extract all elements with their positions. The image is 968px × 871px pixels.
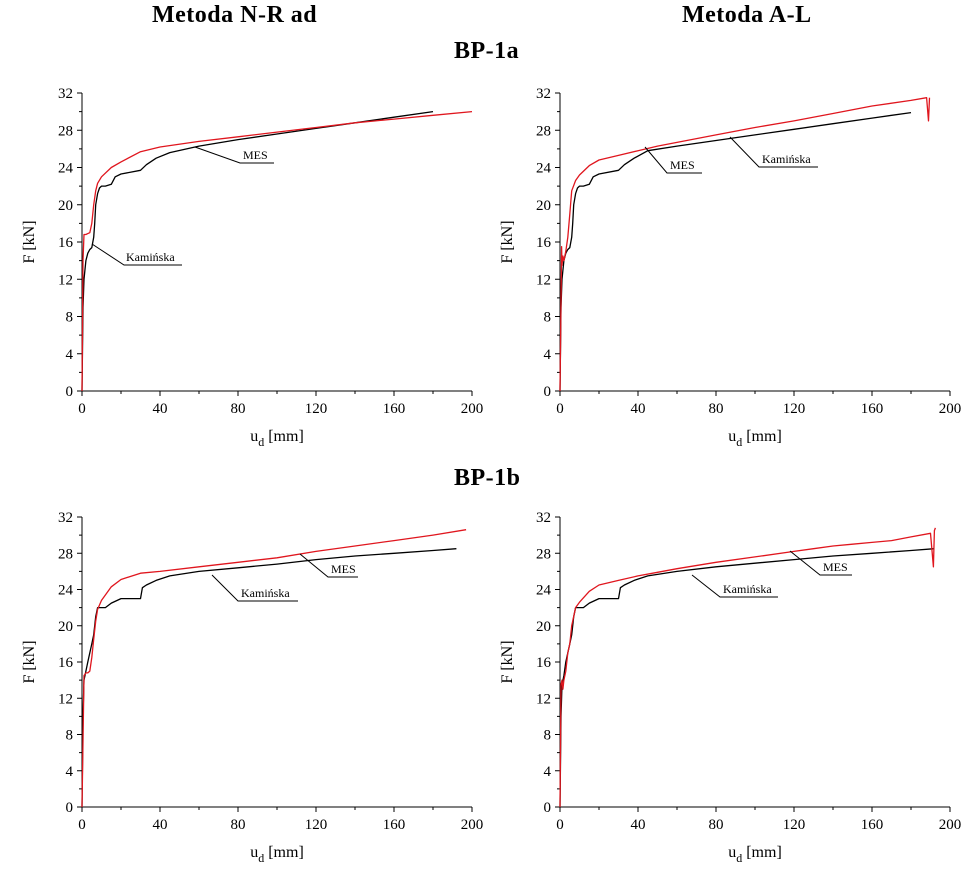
x-tick-label: 120 [305, 401, 328, 417]
y-tick-label: 0 [544, 384, 552, 400]
x-tick-label: 80 [709, 817, 724, 833]
x-axis-title: ud [mm] [728, 428, 782, 449]
y-tick-label: 12 [58, 272, 73, 288]
y-axis-title: F [kN] [21, 220, 38, 263]
annotation-leader [691, 574, 778, 598]
y-tick-label: 8 [66, 728, 74, 744]
x-tick-label: 40 [631, 817, 646, 833]
y-tick-label: 4 [544, 347, 552, 363]
x-tick-label: 200 [461, 401, 484, 417]
y-tick-label: 8 [544, 310, 552, 326]
y-tick-label: 20 [536, 198, 551, 214]
y-tick-label: 16 [536, 655, 552, 671]
series-line-kaminska [81, 548, 457, 808]
x-tick-label: 40 [153, 401, 168, 417]
y-tick-label: 12 [536, 691, 551, 707]
x-tick-label: 120 [305, 817, 328, 833]
y-tick-label: 4 [66, 347, 74, 363]
y-tick-label: 0 [66, 800, 74, 816]
y-tick-label: 28 [536, 546, 551, 562]
x-tick-label: 200 [461, 817, 484, 833]
y-tick-label: 16 [536, 235, 552, 251]
annotation-label: Kamińska [723, 582, 772, 596]
annotation-leader [91, 243, 182, 266]
y-tick-label: 28 [58, 123, 73, 139]
annotation-label: MES [331, 562, 356, 576]
y-tick-label: 20 [536, 619, 551, 635]
y-tick-label: 20 [58, 198, 73, 214]
y-tick-label: 24 [536, 583, 552, 599]
y-tick-label: 16 [58, 235, 74, 251]
annotation-leader [729, 136, 818, 168]
y-tick-label: 24 [58, 161, 74, 177]
series-line-mes [559, 527, 937, 808]
chart-bp1a-al: 0 4 8 12 16 20 24 28 32 0 40 80 120 160 200 F [kN] ud [m… [499, 86, 962, 449]
y-tick-label: 12 [536, 272, 551, 288]
annotation-leader [789, 550, 852, 576]
x-tick-label: 120 [783, 401, 806, 417]
y-tick-label: 28 [536, 123, 551, 139]
series-line-mes [81, 110, 473, 392]
annotation-label: MES [670, 158, 695, 172]
series-line-mes [559, 97, 931, 392]
x-tick-label: 40 [153, 817, 168, 833]
x-tick-label: 160 [861, 817, 884, 833]
chart-bp1b-al: 0 4 8 12 16 20 24 28 32 0 40 80 120 160 200 F [kN] ud [m… [499, 510, 962, 865]
annotation-leader [644, 146, 702, 174]
chart-bp1b-nr-ad: 0 4 8 12 16 20 24 28 32 0 40 80 120 160 200 F [kN] ud [m… [21, 510, 483, 865]
column-header-left: Metoda N-R ad [152, 2, 318, 28]
x-tick-label: 40 [631, 401, 646, 417]
x-tick-label: 80 [231, 817, 246, 833]
y-tick-label: 12 [58, 691, 73, 707]
series-line-kaminska [81, 110, 434, 392]
x-tick-label: 80 [709, 401, 724, 417]
y-tick-label: 8 [66, 310, 74, 326]
series-line-mes [81, 529, 467, 808]
x-tick-label: 200 [939, 817, 962, 833]
y-tick-label: 24 [58, 583, 74, 599]
y-axis-title: F [kN] [21, 640, 38, 683]
column-header-right: Metoda A-L [682, 2, 812, 28]
y-tick-label: 20 [58, 619, 73, 635]
x-tick-label: 160 [861, 401, 884, 417]
group-title-bp1b: BP-1b [454, 465, 521, 491]
x-axis-title: ud [mm] [250, 428, 304, 449]
y-tick-label: 32 [58, 510, 73, 526]
group-title-bp1a: BP-1a [454, 38, 520, 64]
y-tick-label: 8 [544, 728, 552, 744]
y-tick-label: 32 [58, 86, 73, 102]
y-tick-label: 28 [58, 546, 73, 562]
y-tick-label: 32 [536, 86, 551, 102]
x-tick-label: 0 [78, 817, 86, 833]
x-tick-label: 0 [78, 401, 86, 417]
chart-bp1a-nr-ad: 0 4 8 12 16 20 24 28 32 0 40 80 120 160 200 F [kN] ud [m… [21, 86, 483, 449]
y-axis-title: F [kN] [499, 220, 516, 263]
y-tick-label: 24 [536, 161, 552, 177]
series-line-kaminska [559, 111, 912, 392]
annotation-label: MES [243, 148, 268, 162]
annotation-label: Kamińska [126, 250, 175, 264]
y-axis-title: F [kN] [499, 640, 516, 683]
annotation-leader [211, 574, 298, 602]
y-tick-label: 32 [536, 510, 551, 526]
x-tick-label: 120 [783, 817, 806, 833]
y-tick-label: 16 [58, 655, 74, 671]
y-tick-label: 0 [66, 384, 74, 400]
y-tick-label: 0 [544, 800, 552, 816]
x-axis-title: ud [mm] [250, 844, 304, 865]
x-tick-label: 160 [383, 401, 406, 417]
annotation-leader [299, 553, 358, 578]
x-tick-label: 160 [383, 817, 406, 833]
annotation-label: Kamińska [241, 586, 290, 600]
annotation-leader [194, 146, 274, 164]
annotation-label: Kamińska [762, 152, 811, 166]
y-tick-label: 4 [66, 764, 74, 780]
x-axis-title: ud [mm] [728, 844, 782, 865]
x-tick-label: 0 [556, 401, 564, 417]
x-tick-label: 200 [939, 401, 962, 417]
annotation-label: MES [823, 560, 848, 574]
x-tick-label: 0 [556, 817, 564, 833]
x-tick-label: 80 [231, 401, 246, 417]
y-tick-label: 4 [544, 764, 552, 780]
